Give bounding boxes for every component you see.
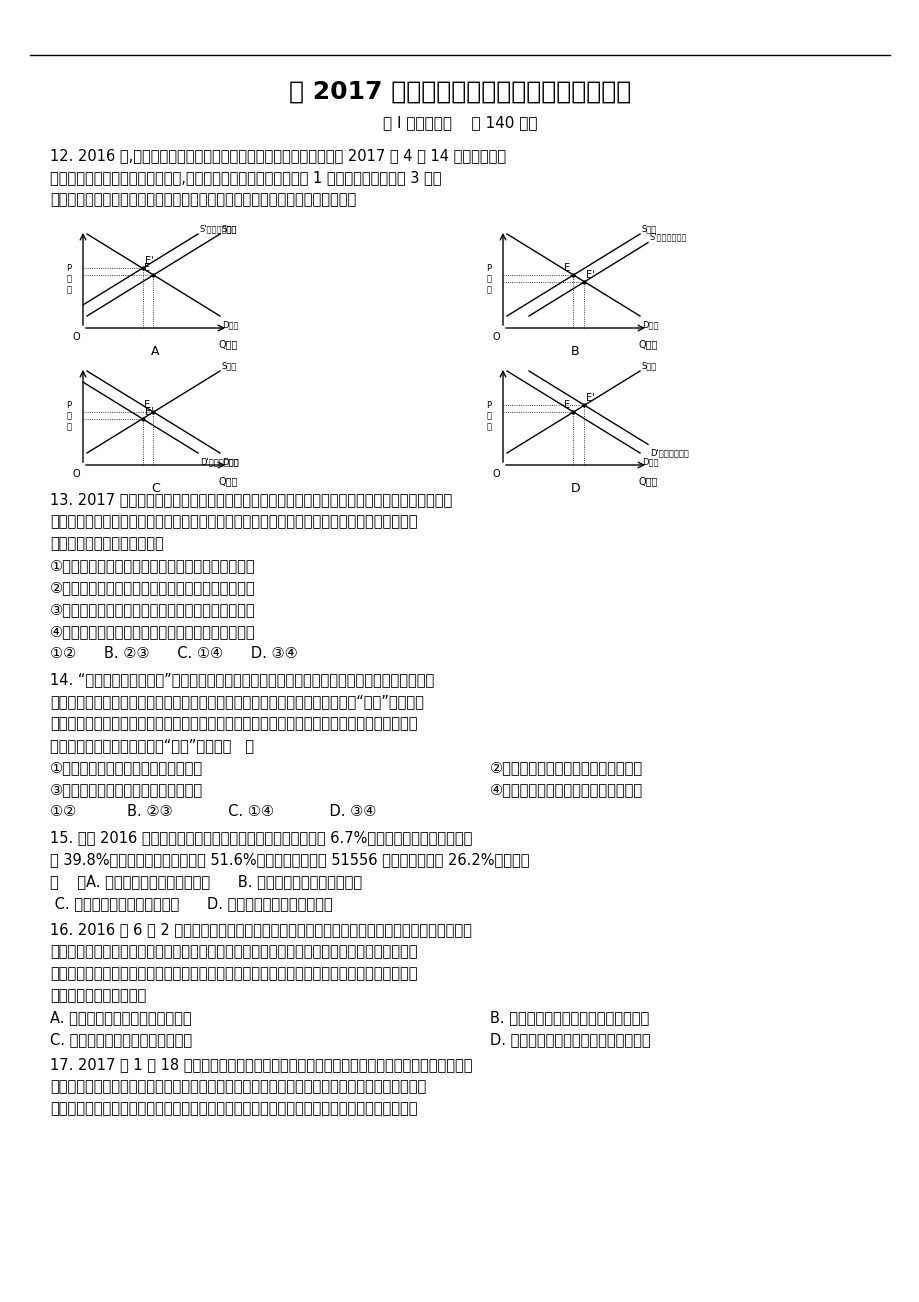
- Text: S'变化后的供给: S'变化后的供给: [199, 224, 237, 233]
- Text: P
价
格: P 价 格: [66, 264, 72, 294]
- Text: D需求: D需求: [641, 320, 658, 329]
- Text: S供给: S供给: [221, 361, 237, 370]
- Text: O: O: [492, 469, 499, 479]
- Text: 薪金、劳务报酬等统一纳入综合范围征税。此外，养老、二孩、房贷利息等家庭负担也有望纳入: 薪金、劳务报酬等统一纳入综合范围征税。此外，养老、二孩、房贷利息等家庭负担也有望…: [50, 514, 417, 529]
- Text: ①②      B. ②③      C. ①④      D. ③④: ①② B. ②③ C. ①④ D. ③④: [50, 646, 298, 661]
- Text: P
价
格: P 价 格: [486, 264, 491, 294]
- Text: D. 宗教团体是联系信教群众的爱国组织: D. 宗教团体是联系信教群众的爱国组织: [490, 1032, 650, 1047]
- Text: P
价
格: P 价 格: [486, 401, 491, 431]
- Text: D需求: D需求: [221, 457, 238, 466]
- Text: Q数量: Q数量: [638, 477, 657, 486]
- Text: ②提高生产效率，降低产品的生产成本: ②提高生产效率，降低产品的生产成本: [490, 760, 642, 775]
- Text: ①②           B. ②③            C. ①④            D. ③④: ①② B. ②③ C. ①④ D. ③④: [50, 805, 376, 819]
- Text: 在滨州博兴县锦秋街道湾头村，古老的草编搭上互联网的快车后，迅速打开了市场，焕发出勃勃: 在滨州博兴县锦秋街道湾头村，古老的草编搭上互联网的快车后，迅速打开了市场，焕发出…: [50, 716, 417, 730]
- Text: D需求: D需求: [221, 320, 238, 329]
- Text: O: O: [72, 332, 80, 342]
- Text: 新疆的宗教团体已与数十个国家的宗教组织、团体建立和发展了友好关系，开展了一系列富有成: 新疆的宗教团体已与数十个国家的宗教组织、团体建立和发展了友好关系，开展了一系列富…: [50, 944, 417, 960]
- Text: 生机。这说明，传统民间工艺“触网”有利于（   ）: 生机。这说明，传统民间工艺“触网”有利于（ ）: [50, 738, 254, 753]
- Text: S供给: S供给: [641, 361, 656, 370]
- Text: O: O: [72, 469, 80, 479]
- Text: 17. 2017 年 1 月 18 日，国家主席习近平在联合国日内瓦总部发表题为《共同构建人类命运共同: 17. 2017 年 1 月 18 日，国家主席习近平在联合国日内瓦总部发表题为…: [50, 1057, 472, 1072]
- Text: 效的交流活动，为促进国际间不同宗教的对话与合作、增进了解和友谊，取得了积极且影响深远: 效的交流活动，为促进国际间不同宗教的对话与合作、增进了解和友谊，取得了积极且影响…: [50, 966, 417, 980]
- Text: 暂停发放贷款。假定其它条件不变，此次限购对楼市带来的最直接影响可图示为: 暂停发放贷款。假定其它条件不变，此次限购对楼市带来的最直接影响可图示为: [50, 191, 356, 207]
- Text: 体伟大进程，坚持对话协商、共建共享、合作共赢、交流互鉴、绿色低碳，建设一个持久和平、: 体伟大进程，坚持对话协商、共建共享、合作共赢、交流互鉴、绿色低碳，建设一个持久和…: [50, 1101, 417, 1116]
- Text: 体》的主旨演讲，深刻、全面、系统阐述了人类命运共同体理念，主张共同推进构建人类命运共同: 体》的主旨演讲，深刻、全面、系统阐述了人类命运共同体理念，主张共同推进构建人类命…: [50, 1079, 425, 1094]
- Text: ③提高产品质量，增强产品的竞争能力: ③提高产品质量，增强产品的竞争能力: [50, 783, 203, 797]
- Text: E: E: [144, 400, 151, 410]
- Text: 为 39.8%，第三产业增加值比重为 51.6%。全国网上零售额 51556 亿元，同比增长 26.2%。这表明: 为 39.8%，第三产业增加值比重为 51.6%。全国网上零售额 51556 亿…: [50, 852, 529, 867]
- Text: Q数量: Q数量: [218, 477, 237, 486]
- Text: C. 服务业已成为国民经济主导      D. 我国工业化的任务已经完成: C. 服务业已成为国民经济主导 D. 我国工业化的任务已经完成: [50, 896, 333, 911]
- Text: O: O: [492, 332, 499, 342]
- Text: ①拓宽销售渠道，提高产品的销售利润: ①拓宽销售渠道，提高产品的销售利润: [50, 760, 203, 775]
- Text: D需求: D需求: [641, 457, 658, 466]
- Text: 高 2017 届成都七中高三三诊文综模拟测试题: 高 2017 届成都七中高三三诊文综模拟测试题: [289, 79, 630, 104]
- Text: P
价
格: P 价 格: [66, 401, 72, 431]
- Text: （    ）A. 我国经济发展效益显著提高      B. 我国发展方式转变取得成效: （ ）A. 我国经济发展效益显著提高 B. 我国发展方式转变取得成效: [50, 874, 362, 889]
- Text: E': E': [586, 270, 595, 280]
- Text: 15. 根据 2016 年统计公报显示，全年国内生产总值比上年增长 6.7%，其中第二产业增加值比重: 15. 根据 2016 年统计公报显示，全年国内生产总值比上年增长 6.7%，其…: [50, 829, 471, 845]
- Text: E: E: [564, 263, 570, 273]
- Text: 第 I 卷（选择题    共 140 分）: 第 I 卷（选择题 共 140 分）: [382, 115, 537, 130]
- Text: ④真正发挥税收的调节作用，维持社会稳定健康发展: ④真正发挥税收的调节作用，维持社会稳定健康发展: [50, 624, 255, 639]
- Text: Q数量: Q数量: [218, 339, 237, 349]
- Text: ④把握市场信息，促进产品的适销对路: ④把握市场信息，促进产品的适销对路: [490, 783, 642, 797]
- Text: E: E: [564, 400, 570, 410]
- Text: B. 宗教作为意识形态发生了根本的变化: B. 宗教作为意识形态发生了根本的变化: [490, 1010, 649, 1025]
- Text: D: D: [570, 482, 580, 495]
- Text: D'变化后的需求: D'变化后的需求: [650, 448, 688, 457]
- Text: A: A: [151, 345, 160, 358]
- Text: 14. “编篮编篓，家家都有”，草编曾在日常生活中随处可见。但随着传统手工艺市场逐渐被工业: 14. “编篮编篓，家家都有”，草编曾在日常生活中随处可见。但随着传统手工艺市场…: [50, 672, 434, 687]
- Text: 抵扣。个人所得税制改革旨在: 抵扣。个人所得税制改革旨在: [50, 536, 164, 551]
- Text: S供给: S供给: [641, 224, 656, 233]
- Text: 16. 2016 年 6 月 2 日，国务院新闻办公室发表《新疆的宗教信仰自由状况》白皮书。白皮书指出: 16. 2016 年 6 月 2 日，国务院新闻办公室发表《新疆的宗教信仰自由状…: [50, 922, 471, 937]
- Text: E': E': [586, 393, 595, 404]
- Text: Q数量: Q数量: [638, 339, 657, 349]
- Text: ①区别对待不同性质的收入，保障城乡居民基本生活: ①区别对待不同性质的收入，保障城乡居民基本生活: [50, 559, 255, 573]
- Text: B: B: [571, 345, 579, 358]
- Text: D'变化后的需求: D'变化后的需求: [199, 457, 239, 466]
- Text: 12. 2016 年,海南三亚房价涨幅创全国第一。为稳定楼市，海南省于 2017 年 4 月 14 日出台了《关: 12. 2016 年,海南三亚房价涨幅创全国第一。为稳定楼市，海南省于 2017…: [50, 148, 505, 163]
- Text: E': E': [144, 256, 153, 266]
- Text: S供给: S供给: [221, 224, 237, 233]
- Text: 的效果。这表明，在我国: 的效果。这表明，在我国: [50, 988, 146, 1003]
- Text: E': E': [144, 406, 153, 417]
- Text: 化大生产挤占，加上传统手艺传承者少、产品难以推广，草编似乎越来越不受人“待见”。然而，: 化大生产挤占，加上传统手艺传承者少、产品难以推广，草编似乎越来越不受人“待见”。…: [50, 694, 424, 710]
- Text: ③降低中低收入纳税群体的负担，促进收入分配公平: ③降低中低收入纳税群体的负担，促进收入分配公平: [50, 602, 255, 617]
- Text: E: E: [144, 263, 151, 273]
- Text: C. 宗教信仰自由政策得到贯彻落实: C. 宗教信仰自由政策得到贯彻落实: [50, 1032, 192, 1047]
- Text: A. 宗教完全可以与社会主义相适应: A. 宗教完全可以与社会主义相适应: [50, 1010, 191, 1025]
- Text: 13. 2017 年国家将在个税方面进一步改革，有望建立综合与分类相结合的个人所得税制，将工资: 13. 2017 年国家将在个税方面进一步改革，有望建立综合与分类相结合的个人所…: [50, 492, 452, 506]
- Text: S'变化后的供给: S'变化后的供给: [650, 233, 686, 242]
- Text: ②进一步优化国家税种结构，拓宽国家财政收入来源: ②进一步优化国家税种结构，拓宽国家财政收入来源: [50, 579, 255, 595]
- Text: C: C: [151, 482, 160, 495]
- Text: 于限制购买多套商品住宅的通知》,要求从即日起，非本省户籍限购 1 套房，本省居民购第 3 套房: 于限制购买多套商品住宅的通知》,要求从即日起，非本省户籍限购 1 套房，本省居民…: [50, 171, 441, 185]
